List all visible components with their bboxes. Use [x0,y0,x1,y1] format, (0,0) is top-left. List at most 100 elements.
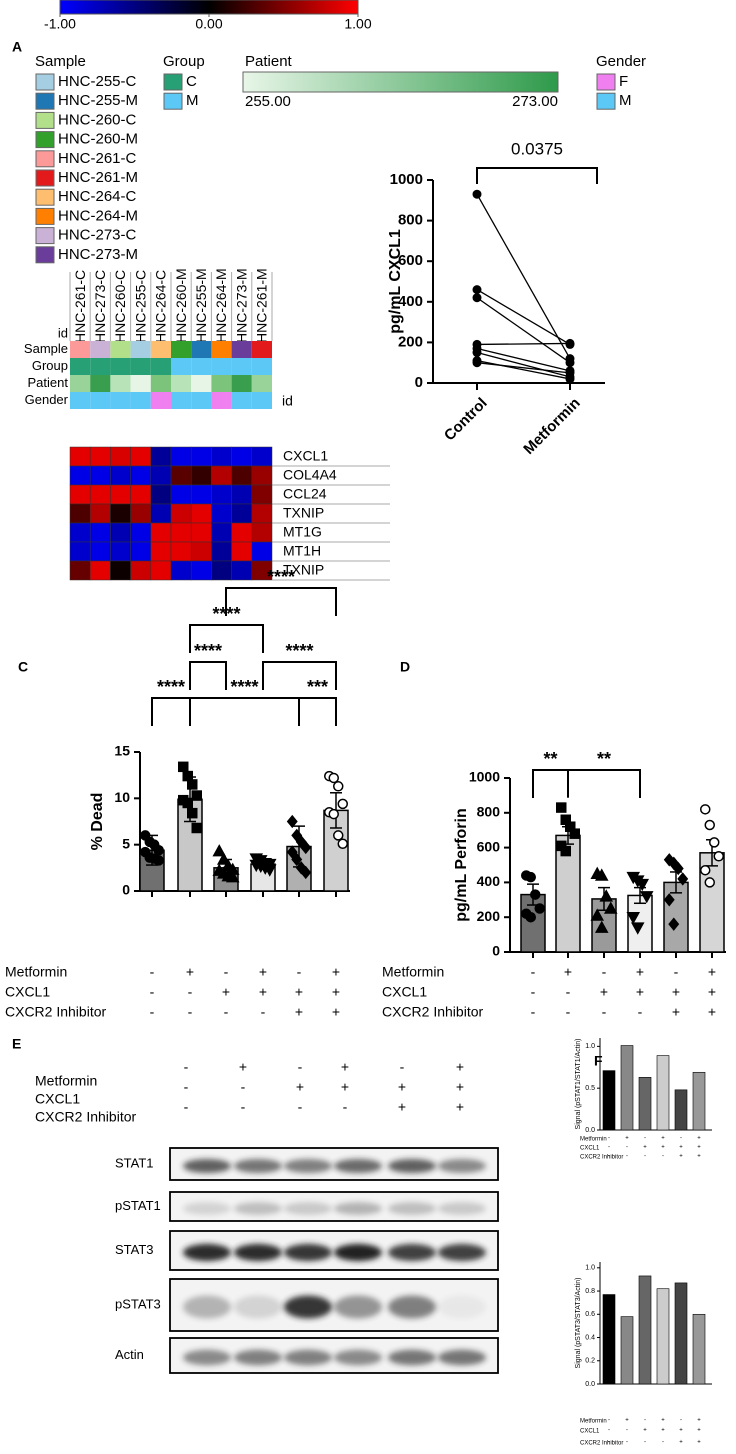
significance-label: **** [194,641,222,661]
y-tick-label: 0 [415,374,423,391]
gene-label: MT1H [283,543,321,559]
column-label: HNC-261-M [254,268,270,343]
legend-label: M [619,92,632,109]
heatmap-cell [231,446,253,467]
condition-sign: - [680,1136,682,1142]
annotation-label: Sample [24,341,68,356]
condition-sign: - [188,984,193,1000]
legend-title: Sample [35,53,86,70]
heatmap-cell [211,484,232,505]
condition-label: CXCL1 [382,984,427,1000]
annotation-cell [150,392,171,409]
blot-label: pSTAT1 [115,1198,161,1213]
y-tick-label: 0.8 [585,1288,595,1295]
condition-sign: - [150,964,155,980]
bar [692,1071,706,1131]
condition-sign: - [184,1059,189,1075]
heatmap-cell [211,465,232,486]
data-point [212,844,227,857]
y-tick-label: 600 [477,838,501,854]
heatmap-cell [251,484,273,505]
condition-sign: + [186,964,194,980]
significance-label: **** [267,567,295,587]
condition-label: CXCR2 Inhibitor [35,1109,136,1125]
significance-bracket [189,697,300,726]
legend-swatch [35,246,55,264]
colorbar-tick-label: -1.00 [44,16,76,32]
y-tick-label: 0.4 [585,1334,595,1341]
heatmap-cell [130,484,152,505]
blot-band [284,1349,332,1366]
y-axis-label: Signal (pSTAT1/STAT1/Actin) [575,1039,582,1130]
heatmap-cell [211,541,232,562]
data-point [191,790,202,801]
legend-swatch [35,150,55,168]
y-tick-label: 0 [122,882,130,898]
heatmap-cell [130,446,152,467]
bar [602,1294,616,1385]
y-tick-label: 0.2 [585,1358,595,1365]
data-point [599,889,614,902]
data-point [291,852,303,867]
condition-sign: - [241,1099,246,1115]
annotation-cell [231,341,252,358]
data-point [328,772,339,784]
paired-line [476,193,571,359]
blot-band [388,1202,436,1215]
colorbar-tick-label: 1.00 [344,16,371,32]
legend-label: F [619,73,628,90]
data-point [700,864,711,876]
annotation-cell [251,358,272,375]
significance-bracket [476,167,598,184]
heatmap-cell [130,560,152,581]
legend-label: HNC-255-C [58,73,137,90]
legend-title: Group [163,53,205,70]
blot-band [334,1202,382,1215]
paired-line [476,347,571,372]
data-point [594,920,609,933]
condition-label: CXCL1 [5,984,50,1000]
condition-sign: - [241,1079,246,1095]
legend-swatch [35,188,55,206]
column-label: HNC-264-C [153,270,169,343]
condition-sign: - [626,1154,628,1160]
condition-sign: - [566,984,571,1000]
data-point [286,814,298,829]
condition-sign: + [672,1004,680,1020]
condition-sign: - [608,1440,610,1446]
condition-sign: - [224,964,229,980]
condition-sign: + [332,1004,340,1020]
condition-sign: - [644,1154,646,1160]
blot-band [334,1295,382,1319]
legend-swatch [35,73,55,91]
bar [638,1275,652,1385]
significance-label: **** [285,641,313,661]
data-point [525,871,536,883]
blot-label: STAT3 [115,1242,154,1257]
y-axis-label: Signal (pSTAT3/STAT3/Actin) [575,1278,582,1369]
condition-sign: - [662,1440,664,1446]
data-point [565,338,575,348]
column-label: HNC-260-C [112,270,128,343]
blot-label: STAT1 [115,1155,154,1170]
condition-sign: + [643,1428,647,1434]
blot-band [234,1349,282,1366]
blot-band [234,1295,282,1319]
blot-band [183,1349,231,1366]
annotation-cell [70,358,91,375]
data-point [187,779,198,790]
condition-sign: + [672,984,680,1000]
heatmap-cell [211,446,232,467]
annotation-cell [191,392,212,409]
heatmap-cell [211,522,232,543]
annotation-cell [191,358,212,375]
heatmap-cell [110,503,131,524]
condition-sign: - [644,1440,646,1446]
heatmap-cell [130,522,152,543]
data-point [337,838,348,849]
condition-sign: - [188,1004,193,1020]
heatmap-cell [89,522,111,543]
data-point [216,852,231,865]
